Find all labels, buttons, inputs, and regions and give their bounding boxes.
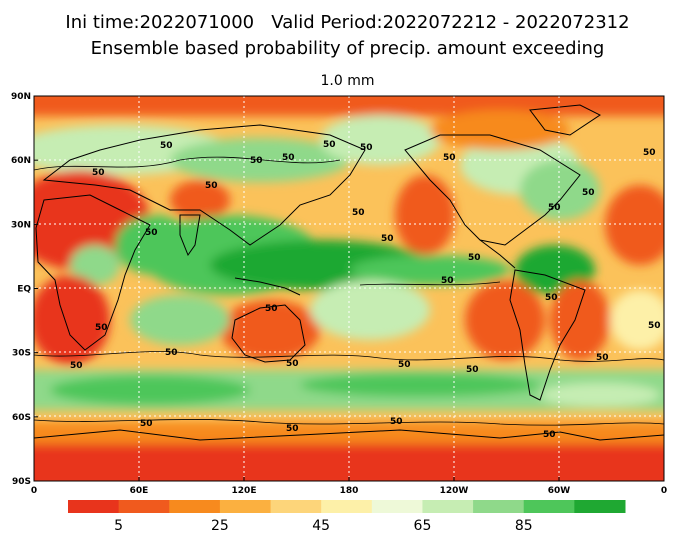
contour-label: 50: [596, 353, 609, 363]
contour-label: 50: [95, 323, 108, 333]
lat-label: 60S: [12, 413, 31, 423]
contour-50: [34, 156, 664, 426]
legend-label: 5: [114, 518, 123, 534]
contour-label: 50: [282, 153, 295, 163]
lat-label: 90N: [11, 92, 31, 102]
contour-label: 50: [381, 234, 394, 244]
contour-label: 50: [160, 141, 173, 151]
contour-label: 50: [70, 361, 83, 371]
contour-labels: 50 50 50 50 50 50 50 50 50 50 50 50 50 5…: [70, 140, 661, 440]
lon-label: 120E: [232, 486, 257, 496]
legend-swatch: [473, 500, 525, 513]
contour-label: 50: [443, 153, 456, 163]
contour-label: 50: [352, 208, 365, 218]
contour-label: 50: [265, 304, 278, 314]
lat-label: 90S: [12, 477, 31, 487]
lat-label: 30N: [11, 220, 31, 230]
contour-label: 50: [398, 360, 411, 370]
title-threshold: 1.0 mm: [320, 73, 375, 89]
lon-label: 0: [661, 486, 667, 496]
latitude-labels: 90N 60N 30N EQ 30S 60S 90S: [11, 92, 38, 487]
lon-label: 60W: [548, 486, 571, 496]
legend-swatch: [321, 500, 373, 513]
lat-label: 60N: [11, 156, 31, 166]
contour-label: 50: [140, 419, 153, 429]
contour-label: 50: [92, 168, 105, 178]
legend-swatch: [68, 500, 120, 513]
contour-label: 50: [441, 276, 454, 286]
contour-label: 50: [543, 430, 556, 440]
map-field: 50 50 50 50 50 50 50 50 50 50 50 50 50 5…: [34, 96, 664, 481]
contour-label: 50: [323, 140, 336, 150]
lat-label: EQ: [17, 285, 31, 295]
contour-label: 50: [250, 156, 263, 166]
coastlines: [34, 104, 664, 441]
lon-label: 60E: [130, 486, 149, 496]
legend-label: 45: [312, 518, 330, 534]
legend-label: 25: [211, 518, 229, 534]
lon-label: 180: [340, 486, 359, 496]
lat-label: 30S: [12, 349, 31, 359]
contour-label: 50: [286, 359, 299, 369]
legend-swatch: [523, 500, 575, 513]
contour-label: 50: [545, 293, 558, 303]
legend-swatch: [371, 500, 423, 513]
graticule: [34, 96, 664, 481]
contour-label: 50: [145, 228, 158, 238]
legend-swatch: [422, 500, 474, 513]
legend-swatch: [219, 500, 272, 513]
contour-label: 50: [582, 188, 595, 198]
contour-label: 50: [205, 181, 218, 191]
title-line-2: Ensemble based probability of precip. am…: [90, 38, 605, 59]
legend-swatch: [574, 500, 626, 513]
legend-swatch: [169, 500, 221, 513]
contour-label: 50: [165, 348, 178, 358]
contour-label: 50: [548, 203, 561, 213]
legend-label: 85: [515, 518, 533, 534]
legend-label: 65: [414, 518, 432, 534]
longitude-labels: 0 60E 120E 180 120W 60W 0: [31, 477, 667, 496]
contour-label: 50: [643, 148, 656, 158]
lon-label: 120W: [440, 486, 469, 496]
legend-swatch: [270, 500, 322, 513]
contour-label: 50: [468, 253, 481, 263]
contour-label: 50: [466, 365, 479, 375]
contour-label: 50: [390, 417, 403, 427]
contour-label: 50: [648, 321, 661, 331]
contour-label: 50: [286, 424, 299, 434]
title-line-1: Ini time:2022071000 Valid Period:2022072…: [65, 12, 630, 33]
lon-label: 0: [31, 486, 37, 496]
legend-swatch: [118, 500, 170, 513]
contour-label: 50: [360, 143, 373, 153]
